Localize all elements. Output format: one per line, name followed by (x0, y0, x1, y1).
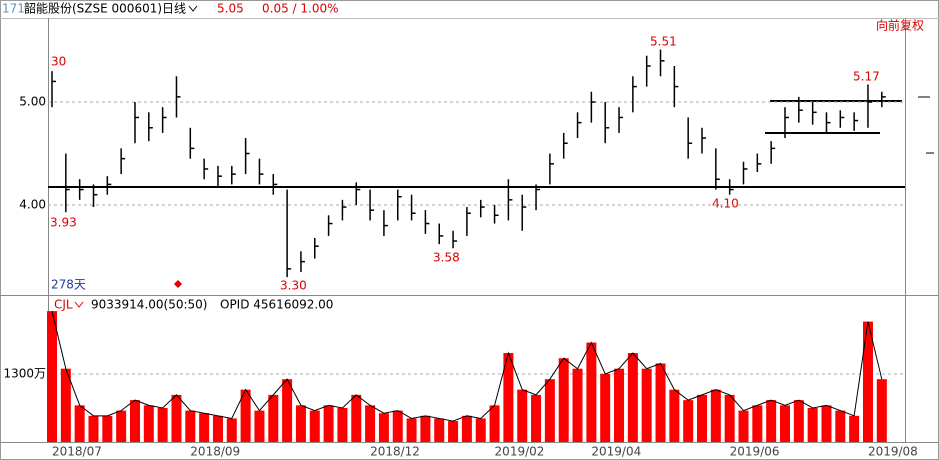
volume-name[interactable]: CJL (54, 298, 73, 312)
volume-bar (752, 405, 763, 442)
volume-bar (337, 407, 348, 442)
volume-bar (185, 410, 196, 442)
volume-bar (171, 394, 182, 442)
x-tick-label: 2019/08 (868, 445, 918, 459)
dropdown-arrow[interactable] (188, 5, 198, 12)
volume-bar (862, 321, 873, 442)
volume-bar (143, 405, 154, 442)
adjust-mode[interactable]: 向前复权 (876, 18, 924, 33)
volume-bar (531, 394, 542, 442)
volume-bar (614, 368, 625, 442)
volume-bar (697, 394, 708, 442)
x-tick-label: 2018/09 (190, 445, 240, 459)
volume-bar (641, 368, 652, 442)
volume-bar (710, 389, 721, 442)
day-count: 278天 (51, 278, 86, 292)
price: 5.05 (217, 2, 244, 16)
volume-bar (392, 410, 403, 442)
stock-name: 韶能股份(SZSE 000601) (24, 1, 162, 16)
volume-bar (835, 410, 846, 442)
y-tick-label: 4.00 (19, 198, 46, 212)
volume-bar (406, 418, 417, 442)
volume-bar (738, 410, 749, 442)
volume-bar (212, 415, 223, 442)
volume-bar (254, 410, 265, 442)
volume-bar (199, 413, 210, 442)
volume-bar (157, 407, 168, 442)
volume-bar (226, 418, 237, 442)
price-annotation: 5.51 (650, 35, 677, 49)
volume-bar (779, 405, 790, 442)
volume-bar (503, 353, 514, 442)
volume-bar (420, 415, 431, 442)
volume-bar (461, 415, 472, 442)
volume-bar (793, 400, 804, 442)
volume-bar (74, 405, 85, 442)
volume-bar (129, 400, 140, 442)
volume-bar (558, 358, 569, 442)
y-tick-label: 5.00 (19, 95, 46, 109)
price-annotation: 3.93 (50, 216, 77, 230)
volume-bar (365, 405, 376, 442)
volume-bar (766, 400, 777, 442)
volume-bar (489, 405, 500, 442)
volume-bar (448, 421, 459, 442)
volume-bar (669, 389, 680, 442)
price-annotation: 3.30 (280, 279, 307, 293)
price-annotation: 4.10 (712, 197, 739, 211)
volume-bar (102, 415, 113, 442)
dropdown-arrow[interactable] (74, 301, 84, 308)
volume-bar (807, 407, 818, 442)
volume-bar (475, 418, 486, 442)
change: 0.05 / 1.00% (262, 2, 339, 16)
x-tick-label: 2019/04 (591, 445, 641, 459)
volume-bar (517, 389, 528, 442)
x-tick-label: 2018/12 (370, 445, 420, 459)
volume-bar (627, 353, 638, 442)
volume-bar (268, 394, 279, 442)
price-annotation: 3.58 (433, 251, 460, 265)
volume-bar (655, 363, 666, 442)
volume-line (51, 311, 883, 422)
volume-bar (282, 379, 293, 442)
volume-bar (724, 394, 735, 442)
volume-bar (295, 405, 306, 442)
volume-bar (544, 379, 555, 442)
stock-code: 171 (2, 2, 25, 16)
volume-bar (240, 389, 251, 442)
price-annotation: 30 (51, 55, 66, 69)
volume-bar (88, 415, 99, 442)
volume-bar (876, 379, 887, 442)
marker (174, 280, 182, 288)
volume-bar (116, 410, 127, 442)
volume-bar (47, 311, 57, 442)
volume-bar (600, 373, 611, 442)
y-tick-label: 1300万 (3, 366, 46, 380)
opid: OPID 45616092.00 (220, 298, 333, 312)
volume-bar (849, 415, 860, 442)
volume-bar (378, 413, 389, 442)
volume-stats: 9033914.00(50:50) (91, 298, 207, 312)
volume-bar (572, 368, 583, 442)
x-tick-label: 2019/06 (730, 445, 780, 459)
volume-bar (351, 394, 362, 442)
price-annotation: 5.17 (853, 70, 880, 84)
volume-bar (309, 410, 320, 442)
volume-bar (683, 400, 694, 442)
volume-bar (434, 418, 445, 442)
x-tick-label: 2018/07 (52, 445, 102, 459)
volume-bar (586, 342, 597, 442)
volume-bar (821, 405, 832, 442)
volume-bar (60, 368, 71, 442)
x-tick-label: 2019/02 (495, 445, 545, 459)
period[interactable]: 日线 (162, 2, 186, 16)
volume-bar (323, 405, 334, 442)
